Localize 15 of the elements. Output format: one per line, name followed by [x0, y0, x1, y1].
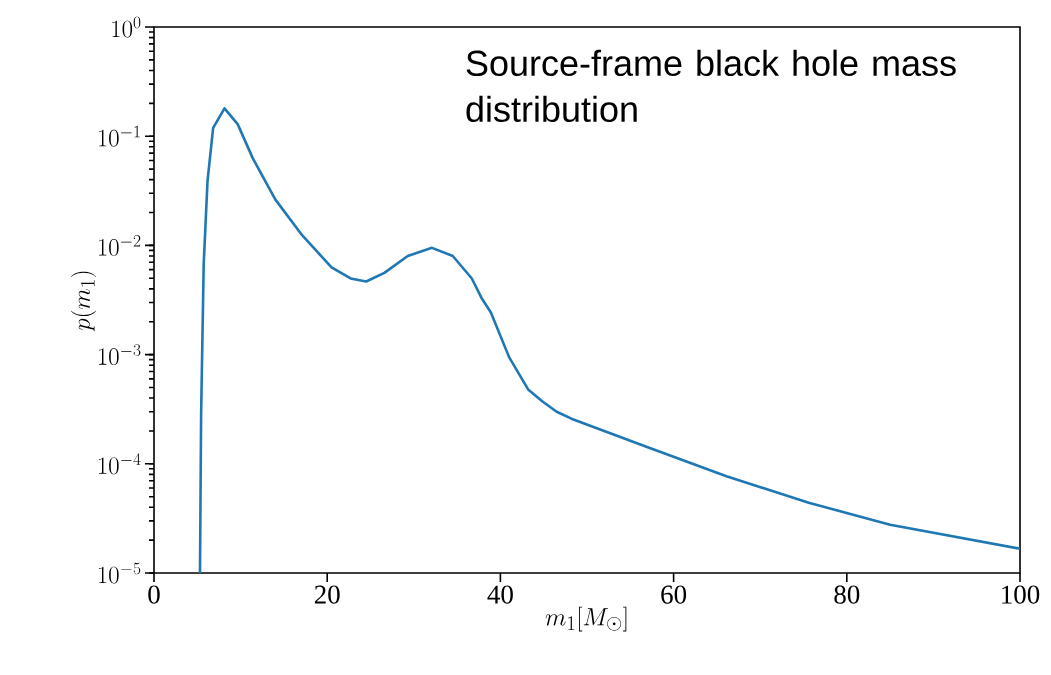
- y-tick-label: $10^{-1}$: [98, 125, 140, 147]
- y-axis-title: $p(m_1)$: [71, 271, 96, 332]
- annotation: Source-frame black hole mass distribution: [466, 49, 956, 123]
- y-tick-label: $10^{-3}$: [98, 344, 141, 366]
- y-tick-label: $10^{-5}$: [98, 562, 141, 584]
- x-axis-title: $m_1 [M_\odot]$: [545, 606, 627, 632]
- x-tick-label: 100: [1002, 585, 1040, 604]
- x-tick-label: 0: [148, 585, 160, 604]
- y-tick-label: $10^{0}$: [112, 16, 141, 38]
- x-tick-label: 60: [661, 585, 687, 604]
- y-tick-label: $10^{-2}$: [98, 235, 141, 256]
- y-tick-label: $10^{-4}$: [98, 453, 141, 475]
- x-tick-label: 80: [834, 585, 860, 604]
- x-tick-label: 40: [487, 585, 513, 604]
- x-tick-label: 20: [314, 585, 340, 604]
